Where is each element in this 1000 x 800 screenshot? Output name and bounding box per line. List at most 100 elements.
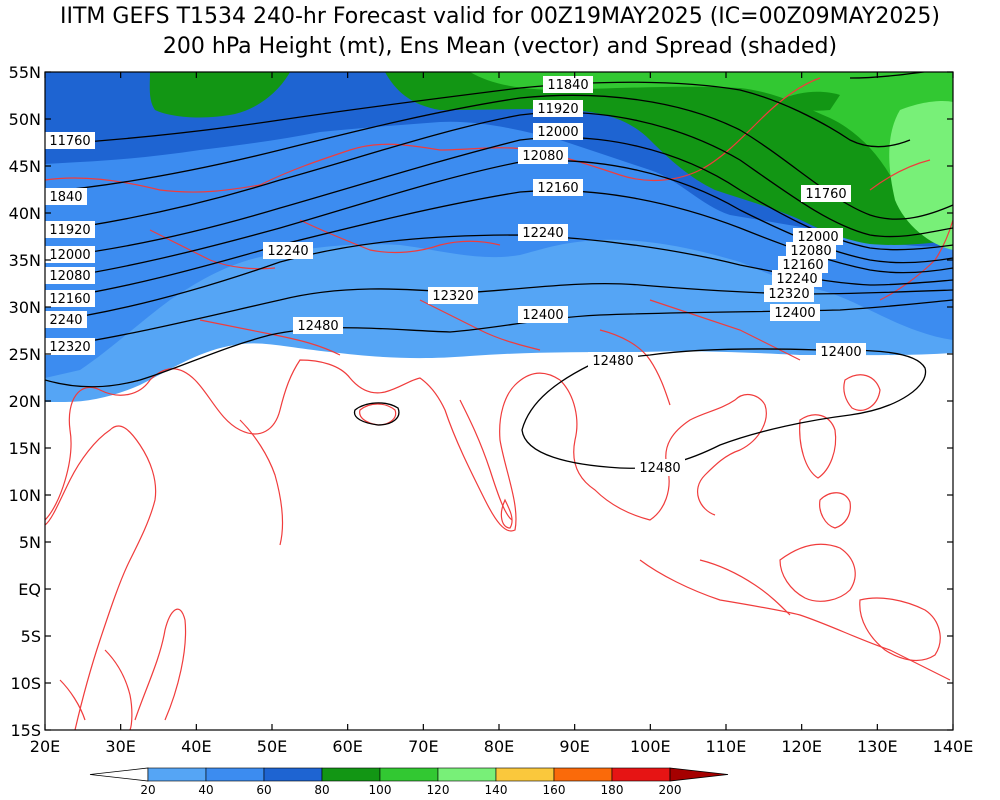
contour-label: 12000 bbox=[793, 228, 843, 245]
contour-label: 12160 bbox=[533, 179, 583, 196]
svg-text:12240: 12240 bbox=[522, 226, 563, 241]
colorbar-label: 180 bbox=[601, 783, 624, 797]
contour-label: 12080 bbox=[518, 147, 568, 164]
svg-text:12000: 12000 bbox=[537, 125, 578, 140]
svg-text:12480: 12480 bbox=[639, 461, 680, 476]
svg-text:12320: 12320 bbox=[768, 287, 809, 302]
colorbar-label: 100 bbox=[369, 783, 392, 797]
svg-text:12160: 12160 bbox=[537, 181, 578, 196]
spread-shade-120-140 bbox=[889, 100, 953, 250]
lat-tick-label: 50N bbox=[9, 110, 41, 129]
latitude-axis: 55N 50N 45N 40N 35N 30N 25N 20N 15N 10N 5N EQ 5S 10S 1… bbox=[9, 63, 953, 740]
contour-12400 bbox=[45, 299, 953, 388]
colorbar: 20 40 60 80 100 120 140 160 180 200 bbox=[89, 767, 729, 797]
lat-tick-label: 10N bbox=[9, 486, 41, 505]
contour-label: 12080 bbox=[45, 267, 95, 284]
lon-tick-label: 50E bbox=[257, 737, 287, 756]
map-plot-area: 11840 11920 12000 12080 12160 12240 bbox=[45, 72, 953, 730]
contour-label: 12400 bbox=[518, 306, 568, 323]
contour-11840 bbox=[45, 94, 953, 220]
lat-tick-label: 5S bbox=[21, 627, 41, 646]
lat-tick-label: 35N bbox=[9, 251, 41, 270]
contour-label: 12480 bbox=[635, 459, 685, 476]
lat-tick-label: 30N bbox=[9, 298, 41, 317]
colorbar-max-arrow bbox=[669, 767, 729, 782]
svg-text:1840: 1840 bbox=[49, 190, 82, 205]
lat-tick-label: 20N bbox=[9, 392, 41, 411]
svg-text:11760: 11760 bbox=[49, 134, 90, 149]
lon-tick-label: 30E bbox=[105, 737, 135, 756]
lon-tick-label: 40E bbox=[181, 737, 211, 756]
colorbar-segment bbox=[205, 767, 265, 782]
contour-label: 12080 bbox=[786, 242, 836, 259]
lat-tick-label: 45N bbox=[9, 157, 41, 176]
svg-text:12400: 12400 bbox=[774, 306, 815, 321]
svg-text:12000: 12000 bbox=[797, 230, 838, 245]
colorbar-label: 120 bbox=[427, 783, 450, 797]
contour-labels: 11840 11920 12000 12080 12160 12240 bbox=[45, 76, 866, 476]
colorbar-label: 160 bbox=[543, 783, 566, 797]
lon-tick-label: 60E bbox=[332, 737, 362, 756]
longitude-axis: 20E 30E 40E 50E 60E 70E 80E 90E 100E 110E 120E 130E… bbox=[30, 72, 973, 756]
colorbar-segment bbox=[321, 767, 381, 782]
contour-label: 12160 bbox=[45, 290, 95, 307]
contour-label: 12400 bbox=[816, 343, 866, 360]
colorbar-segment bbox=[379, 767, 439, 782]
lon-tick-label: 110E bbox=[706, 737, 747, 756]
lat-tick-label: 10S bbox=[10, 674, 41, 693]
height-contours bbox=[45, 72, 953, 469]
svg-text:12160: 12160 bbox=[49, 292, 90, 307]
lon-tick-label: 20E bbox=[30, 737, 60, 756]
map-title-line2: 200 hPa Height (mt), Ens Mean (vector) a… bbox=[162, 34, 838, 59]
colorbar-label: 80 bbox=[314, 783, 329, 797]
colorbar-min-arrow bbox=[89, 767, 149, 782]
svg-text:12480: 12480 bbox=[297, 319, 338, 334]
spread-shade-80-100-nw bbox=[149, 72, 290, 118]
svg-text:11920: 11920 bbox=[537, 102, 578, 117]
lat-tick-label: 5N bbox=[19, 533, 41, 552]
contour-label: 12240 bbox=[263, 242, 313, 259]
svg-text:12080: 12080 bbox=[49, 269, 90, 284]
colorbar-label: 140 bbox=[485, 783, 508, 797]
contour-11760-east bbox=[849, 72, 929, 79]
coastlines bbox=[45, 77, 953, 730]
svg-text:12240: 12240 bbox=[267, 244, 308, 259]
contour-label: 12160 bbox=[778, 256, 828, 273]
contour-label: 12480 bbox=[588, 352, 638, 369]
contour-label: 12240 bbox=[772, 270, 822, 287]
lon-tick-label: 90E bbox=[559, 737, 589, 756]
lat-tick-label: 15N bbox=[9, 439, 41, 458]
contour-12480-small bbox=[353, 402, 400, 426]
lon-tick-label: 120E bbox=[781, 737, 822, 756]
colorbar-label: 200 bbox=[659, 783, 682, 797]
svg-text:12320: 12320 bbox=[432, 289, 473, 304]
colorbar-segment bbox=[611, 767, 671, 782]
contour-label: 2240 bbox=[45, 311, 87, 328]
spread-shade-100-120 bbox=[470, 72, 953, 245]
svg-text:12080: 12080 bbox=[790, 244, 831, 259]
contour-12480 bbox=[521, 348, 927, 469]
contour-label: 12320 bbox=[764, 285, 814, 302]
svg-text:12000: 12000 bbox=[49, 248, 90, 263]
colorbar-label: 20 bbox=[140, 783, 155, 797]
svg-text:2240: 2240 bbox=[49, 313, 82, 328]
contour-label: 12480 bbox=[293, 317, 343, 334]
svg-text:12160: 12160 bbox=[782, 258, 823, 273]
contour-label: 11920 bbox=[533, 100, 583, 117]
svg-text:11840: 11840 bbox=[547, 78, 588, 93]
svg-text:12320: 12320 bbox=[49, 340, 90, 355]
svg-text:12240: 12240 bbox=[776, 272, 817, 287]
svg-text:12400: 12400 bbox=[522, 308, 563, 323]
contour-label: 12000 bbox=[45, 246, 95, 263]
svg-text:12400: 12400 bbox=[820, 345, 861, 360]
lat-tick-label: 25N bbox=[9, 345, 41, 364]
lat-tick-label: 55N bbox=[9, 63, 41, 82]
svg-text:12080: 12080 bbox=[522, 149, 563, 164]
svg-text:11920: 11920 bbox=[49, 223, 90, 238]
contour-label: 1840 bbox=[45, 188, 87, 205]
lon-tick-label: 70E bbox=[408, 737, 438, 756]
contour-label: 12320 bbox=[428, 287, 478, 304]
contour-label: 11760 bbox=[801, 185, 851, 202]
map-title-line1: IITM GEFS T1534 240-hr Forecast valid fo… bbox=[60, 4, 940, 29]
